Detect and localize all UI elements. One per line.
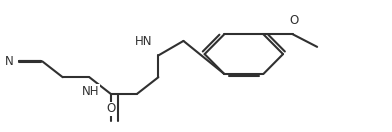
Text: O: O	[289, 14, 298, 27]
Text: N: N	[5, 55, 13, 68]
Text: O: O	[106, 103, 115, 116]
Text: HN: HN	[135, 35, 152, 48]
Text: NH: NH	[82, 85, 99, 98]
